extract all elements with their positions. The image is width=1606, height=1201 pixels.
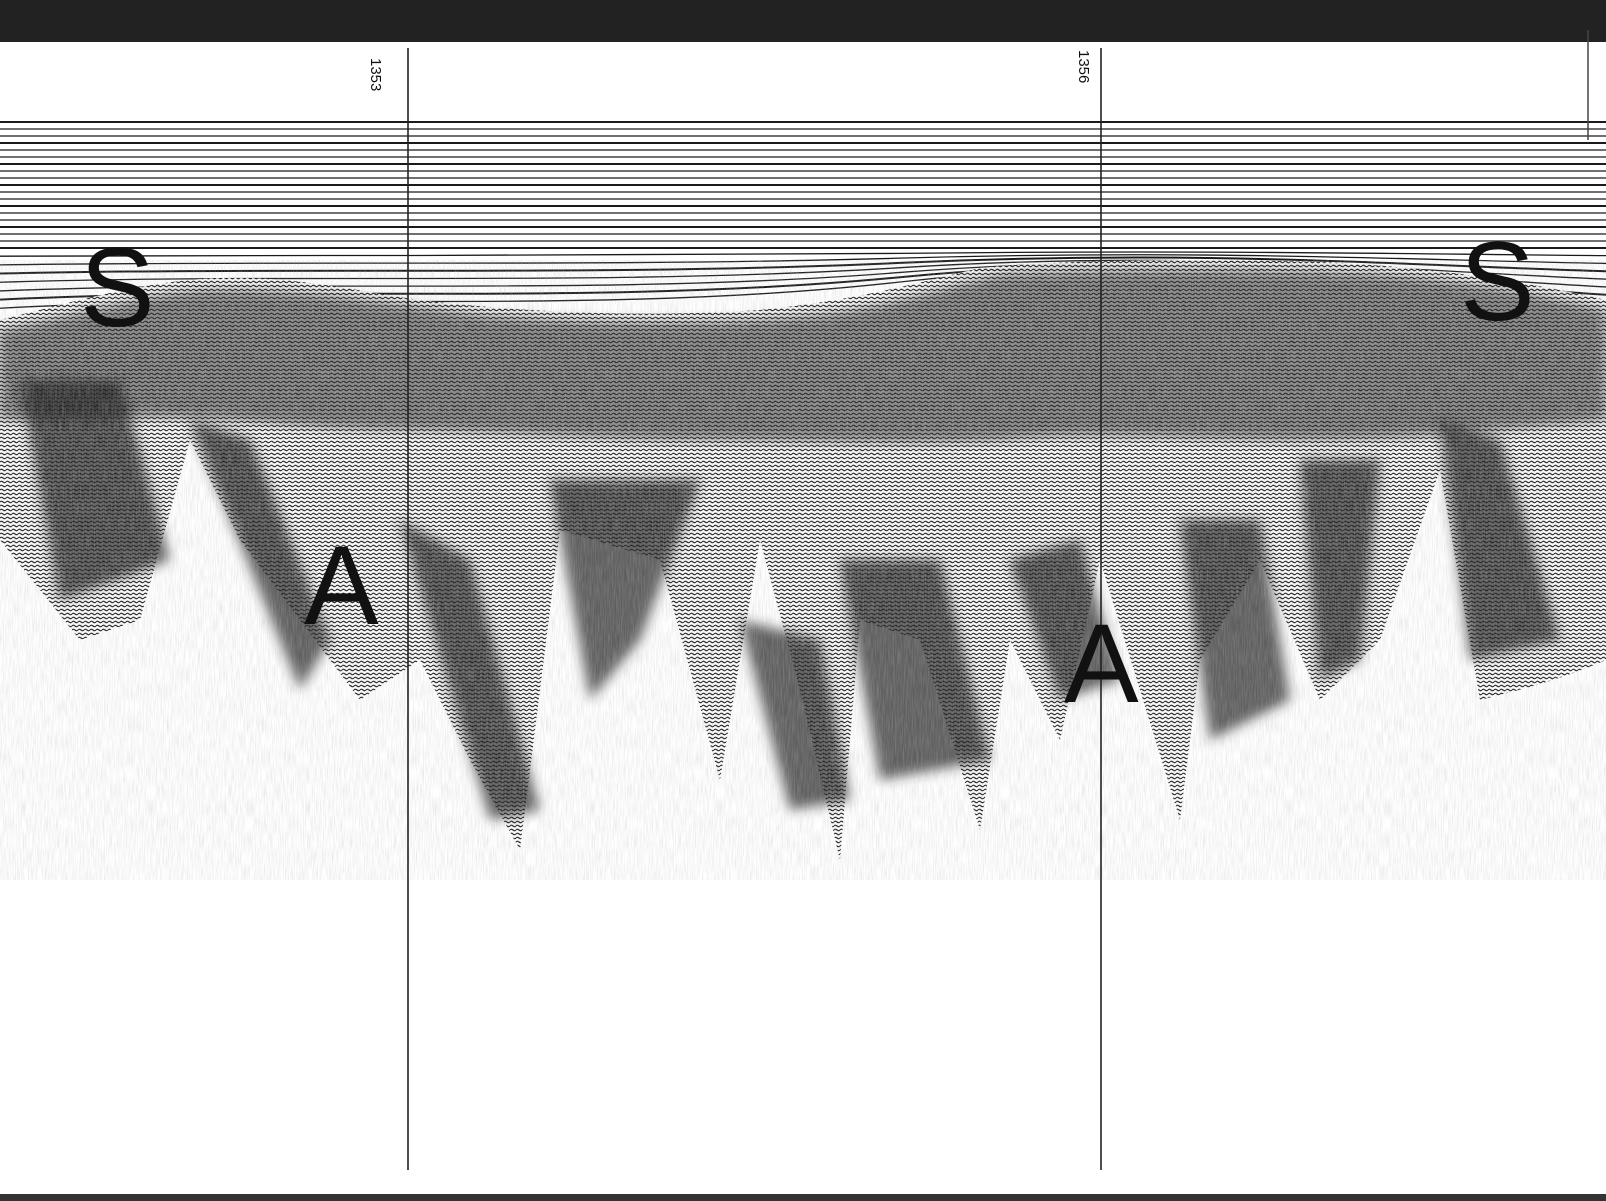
fix-label-1353: 1353 <box>367 58 384 92</box>
annotation-a-left: A <box>304 523 379 648</box>
sediment-texture <box>0 260 1606 880</box>
top-border-band <box>0 0 1606 42</box>
bottom-border-line <box>0 1194 1606 1201</box>
sediment-body <box>0 260 1606 880</box>
annotation-s-left: S <box>80 225 155 350</box>
annotation-a-right: A <box>1064 601 1139 726</box>
fix-label-1356: 1356 <box>1075 50 1092 84</box>
annotation-s-right: S <box>1460 219 1535 344</box>
water-line <box>0 251 1606 257</box>
